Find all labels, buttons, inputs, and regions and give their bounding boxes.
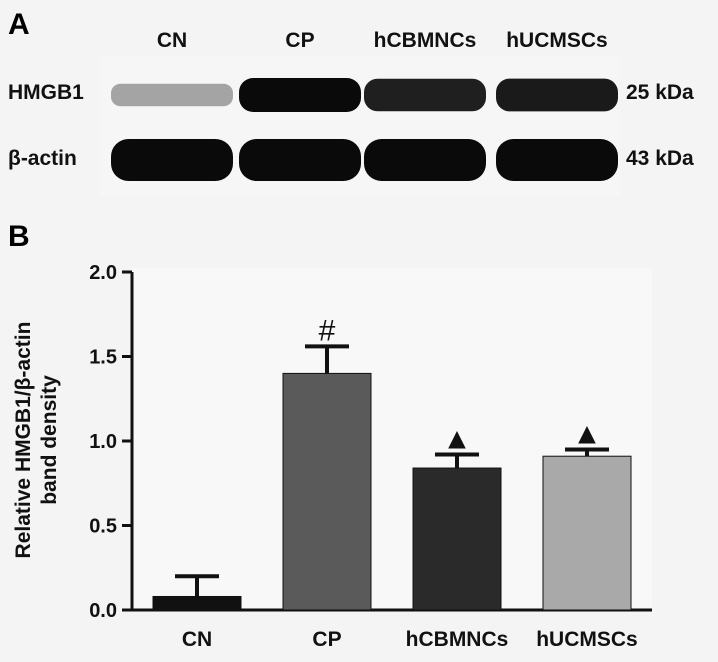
x-label-cn: CN xyxy=(182,628,212,651)
band-hmgb1-hucmscs xyxy=(496,78,618,112)
bar-hcbmncs xyxy=(412,467,502,611)
bar-cn xyxy=(152,595,242,611)
panel-b: B 0.0 0.5 1.0 1.5 2.0 # ▲ ▲ CN CP hCBMNCs hUCMSCs… xyxy=(8,220,652,651)
band-hmgb1-hcbmncs xyxy=(364,78,486,112)
row-label-beta-actin: β-actin xyxy=(8,147,77,170)
size-label-25kda: 25 kDa xyxy=(626,81,694,104)
lane-label-hcbmncs: hCBMNCs xyxy=(374,29,477,52)
blot-bands xyxy=(111,78,618,181)
y-axis-title-line1: Relative HMGB1/β-actin xyxy=(12,322,35,559)
lane-label-cn: CN xyxy=(157,29,187,52)
significance-marker-hcbmncs: ▲ xyxy=(442,423,472,456)
lane-label-cp: CP xyxy=(285,29,314,52)
band-hmgb1-cn xyxy=(111,83,233,107)
panel-a: A CN CP hCBMNCs hUCMSCs HMGB1 β-actin 25… xyxy=(8,8,694,197)
band--actin-cn xyxy=(111,139,233,181)
lane-labels: CN CP hCBMNCs hUCMSCs xyxy=(157,29,608,52)
y-tick-label: 1.0 xyxy=(89,431,117,453)
band-hmgb1-cp xyxy=(239,78,361,112)
row-labels: HMGB1 β-actin 25 kDa 43 kDa xyxy=(8,81,694,170)
x-label-cp: CP xyxy=(312,628,341,651)
panel-a-letter: A xyxy=(8,8,30,41)
y-tick-label: 0.5 xyxy=(89,516,117,538)
x-axis-labels: CN CP hCBMNCs hUCMSCs xyxy=(182,628,638,651)
lane-label-hucmscs: hUCMSCs xyxy=(506,29,608,52)
significance-marker-hucmscs: ▲ xyxy=(572,417,602,450)
panel-b-letter: B xyxy=(8,220,30,253)
row-label-hmgb1: HMGB1 xyxy=(8,81,84,104)
y-tick-label: 2.0 xyxy=(89,262,117,284)
y-tick-label: 0.0 xyxy=(89,600,117,622)
x-label-hucmscs: hUCMSCs xyxy=(536,628,638,651)
band--actin-hcbmncs xyxy=(364,139,486,181)
band--actin-cp xyxy=(239,139,361,181)
band--actin-hucmscs xyxy=(496,139,618,181)
size-label-43kda: 43 kDa xyxy=(626,147,694,170)
y-axis-title-line2: band density xyxy=(38,375,61,505)
bar-hucmscs xyxy=(542,455,632,611)
bar-cp xyxy=(282,372,372,611)
x-label-hcbmncs: hCBMNCs xyxy=(406,628,509,651)
bars: # ▲ ▲ xyxy=(152,314,632,611)
y-tick-label: 1.5 xyxy=(89,347,117,369)
y-axis-title: Relative HMGB1/β-actin band density xyxy=(12,322,61,559)
significance-marker-cp: # xyxy=(319,314,336,347)
